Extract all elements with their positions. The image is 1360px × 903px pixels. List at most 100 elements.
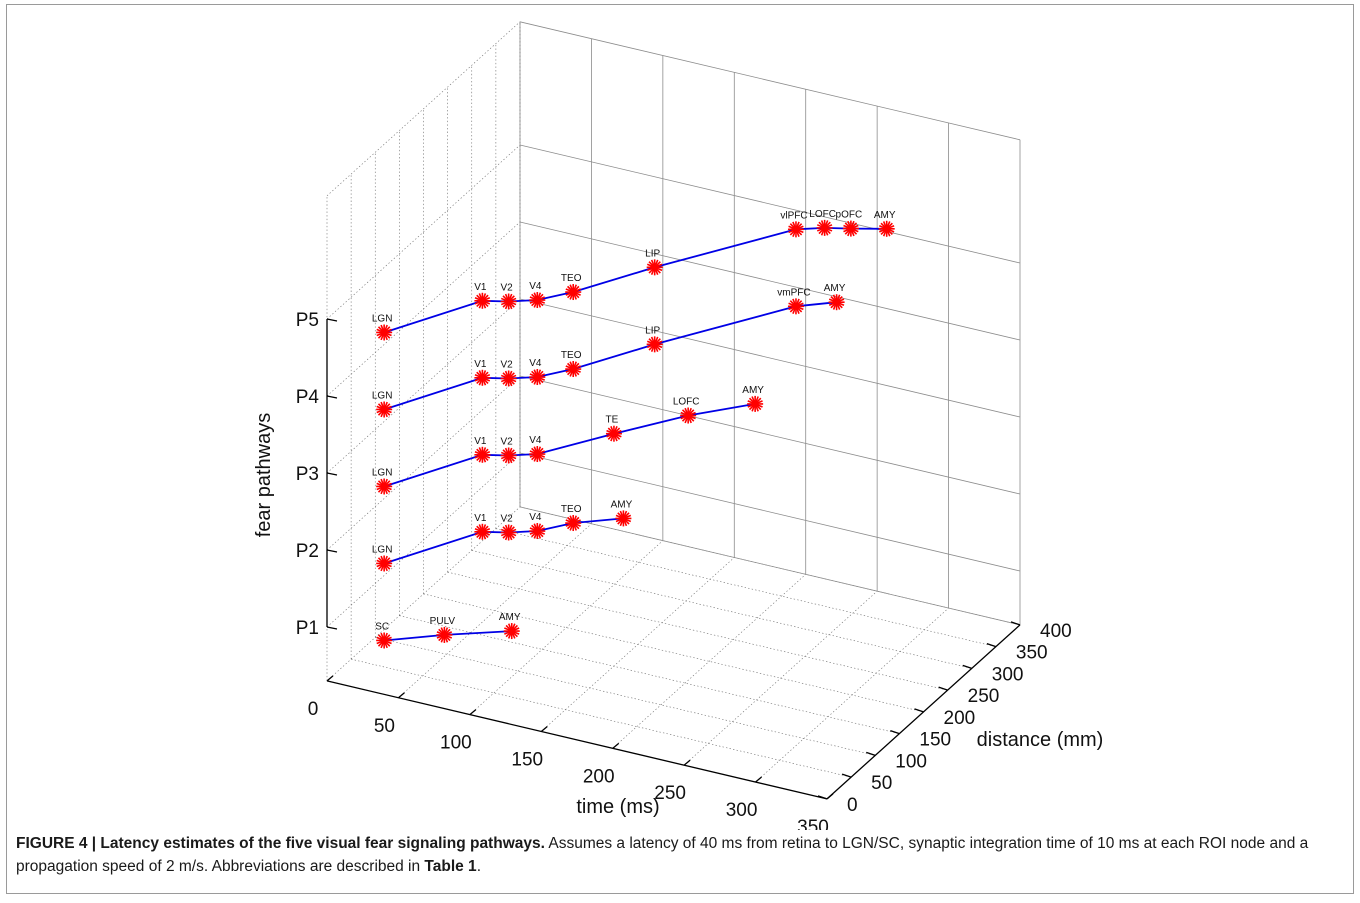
marker-spoke <box>529 450 546 458</box>
node-marker-p4-v4 <box>529 369 546 386</box>
node-marker-p5-v4 <box>529 292 546 309</box>
y-tick-mark <box>817 795 828 800</box>
y-tick-mark <box>986 643 997 648</box>
z-tick-label: P5 <box>296 310 319 331</box>
node-label-p4-lgn: LGN <box>372 390 393 401</box>
marker-spoke <box>500 297 517 306</box>
node-label-p3-v4: V4 <box>529 435 542 446</box>
node-marker-p3-amy <box>747 395 764 412</box>
node-label-p5-pofc: pOFC <box>836 210 863 221</box>
floor-grid-line <box>399 615 900 734</box>
z-tick-mark <box>326 626 338 630</box>
node-label-p4-v1: V1 <box>474 359 487 370</box>
z-tick-mark <box>326 318 338 322</box>
marker-spoke <box>376 559 392 568</box>
node-label-p5-v1: V1 <box>474 282 487 293</box>
marker-spoke <box>879 224 895 233</box>
node-marker-p1-sc <box>376 632 393 649</box>
marker-spoke <box>474 373 491 382</box>
z-tick-label: P1 <box>296 618 319 639</box>
floor-grid-line <box>612 574 806 749</box>
node-label-p3-lofc: LOFC <box>673 397 700 408</box>
axes-layer: 0501001502002503003500501001502002503003… <box>296 310 1072 830</box>
marker-spoke <box>565 365 581 373</box>
y-tick-label: 100 <box>895 751 927 772</box>
marker-spoke <box>606 429 622 438</box>
node-marker-p1-amy <box>503 623 520 640</box>
node-marker-p3-lofc <box>680 407 697 424</box>
x-tick-label: 250 <box>654 783 686 804</box>
node-marker-p3-te <box>605 425 622 442</box>
back-wall-grid-line <box>519 144 1021 264</box>
marker-spoke <box>529 527 546 535</box>
caption-end: . <box>476 858 481 875</box>
marker-spoke <box>529 373 546 381</box>
y-tick-mark <box>890 730 900 735</box>
x-tick-label: 300 <box>726 800 758 821</box>
node-marker-p3-v4 <box>529 446 546 463</box>
node-label-p4-vmpfc: vmPFC <box>777 287 810 298</box>
y-tick-label: 350 <box>1016 643 1048 664</box>
node-marker-p5-lip <box>646 259 663 276</box>
x-axis-label: time (ms) <box>576 796 659 818</box>
marker-spoke <box>474 527 491 536</box>
side-wall-grid-line <box>326 298 521 474</box>
node-marker-p4-v2 <box>500 370 517 387</box>
marker-spoke <box>376 405 392 414</box>
caption-text: Assumes a latency of 40 ms from retina t… <box>16 835 1309 875</box>
node-marker-p2-v2 <box>500 524 517 541</box>
side-wall-grid-line <box>326 21 521 197</box>
x-tick-label: 150 <box>511 749 543 770</box>
figure-caption: FIGURE 4 | Latency estimates of the five… <box>16 832 1346 878</box>
side-wall-grid-line <box>326 221 521 397</box>
x-tick-mark <box>540 725 548 732</box>
floor-grid-line <box>469 540 664 715</box>
y-tick-label: 0 <box>847 795 858 816</box>
y-tick-label: 250 <box>968 686 1000 707</box>
node-label-p2-lgn: LGN <box>372 544 393 555</box>
side-wall-grid-line <box>326 375 521 551</box>
node-label-p3-v1: V1 <box>474 436 487 447</box>
node-marker-p2-amy <box>615 510 632 527</box>
node-marker-p5-teo <box>565 284 582 301</box>
marker-spoke <box>376 636 392 645</box>
node-label-p2-amy: AMY <box>611 499 633 510</box>
node-marker-p4-amy <box>828 294 845 311</box>
z-tick-label: P3 <box>296 464 319 485</box>
marker-spoke <box>615 514 632 523</box>
x-tick-mark <box>683 759 691 766</box>
node-label-p1-sc: SC <box>375 621 389 632</box>
marker-spoke <box>474 450 491 459</box>
marker-spoke <box>747 400 763 408</box>
node-marker-p4-vmpfc <box>787 298 804 315</box>
floor-grid-line <box>495 528 996 647</box>
node-label-p4-amy: AMY <box>824 283 846 294</box>
pathway-line-p4 <box>383 301 837 411</box>
marker-spoke <box>500 528 517 537</box>
y-tick-label: 50 <box>871 773 892 794</box>
z-axis-label: fear pathways <box>253 413 275 538</box>
node-marker-p3-lgn <box>376 478 393 495</box>
marker-spoke <box>436 631 453 639</box>
y-tick-label: 300 <box>992 664 1024 685</box>
node-marker-p5-v2 <box>500 293 517 310</box>
x-tick-mark <box>826 793 834 800</box>
node-label-p2-v2: V2 <box>501 513 514 524</box>
marker-spoke <box>376 482 392 491</box>
x-tick-mark <box>755 776 762 783</box>
pathway-line-p5 <box>383 226 887 334</box>
side-wall-grid-line <box>326 144 521 320</box>
marker-spoke <box>565 288 581 296</box>
marker-spoke <box>646 340 663 349</box>
figure-frame <box>6 4 1354 894</box>
caption-table-ref: Table 1 <box>424 858 477 875</box>
node-marker-p5-lofc <box>816 219 833 236</box>
marker-spoke <box>828 298 845 307</box>
back-wall-grid-line <box>519 506 1021 626</box>
node-marker-p2-v4 <box>529 523 546 540</box>
x-tick-mark <box>326 675 334 682</box>
back-wall-grid-line <box>519 452 1021 572</box>
y-tick-mark <box>962 664 972 670</box>
node-label-p5-teo: TEO <box>561 273 582 284</box>
node-label-p5-lofc: LOFC <box>809 209 836 220</box>
